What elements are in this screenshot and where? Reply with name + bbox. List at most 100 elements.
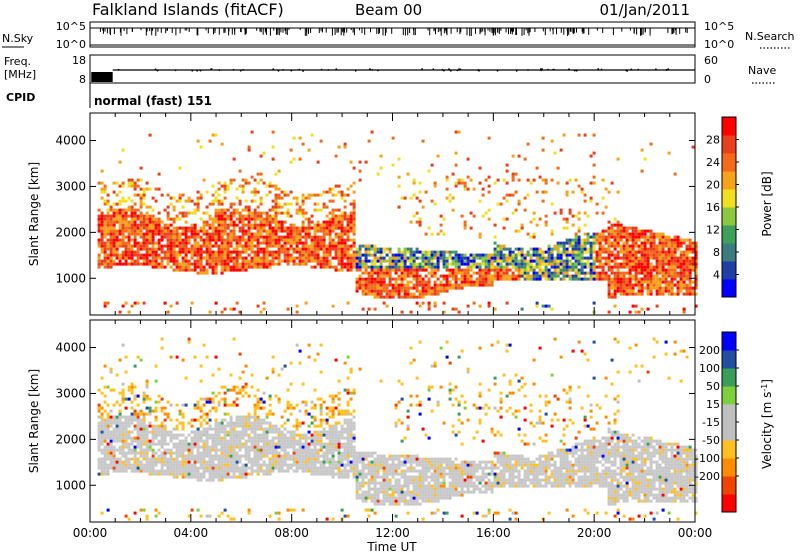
range-cell [235,418,239,422]
range-cell [100,235,104,239]
range-cell [694,280,698,284]
range-cell [547,253,551,257]
range-cell [676,247,680,251]
range-cell [346,244,350,248]
range-cell [220,442,224,446]
range-cell [586,277,590,281]
range-cell [244,214,248,218]
range-cell [478,268,482,272]
range-cell [319,259,323,263]
range-cell [409,262,413,266]
range-cell [622,247,626,251]
range-cell [112,241,116,245]
range-cell [133,394,137,398]
range-cell [250,265,254,269]
range-cell [142,196,146,200]
range-cell [157,217,161,221]
range-cell [532,211,536,215]
range-cell [157,457,161,461]
range-cell [625,271,629,275]
range-cell [214,448,218,452]
range-cell [169,460,173,464]
range-cell [181,472,185,476]
range-cell [220,472,224,476]
range-cell [127,397,131,401]
range-cell [631,268,635,272]
range-cell [166,247,170,251]
range-cell [337,190,341,194]
range-cell [400,280,404,284]
range-cell [364,262,368,266]
range-cell [445,265,449,269]
range-cell [559,271,563,275]
range-cell [115,253,119,257]
range-cell [172,451,176,455]
range-cell [577,247,581,251]
range-cell [223,265,227,269]
range-cell [151,223,155,227]
range-cell [223,253,227,257]
range-cell [388,277,392,281]
range-cell [445,262,449,266]
range-cell [238,217,242,221]
range-cell [604,247,608,251]
range-cell [247,238,251,242]
range-cell [505,274,509,278]
range-cell [193,238,197,242]
range-cell [163,454,167,458]
range-cell [259,214,263,218]
range-cell [241,178,245,182]
range-cell [664,259,668,263]
range-cell [601,178,605,182]
range-cell [655,274,659,278]
range-cell [352,211,356,215]
range-cell [454,271,458,275]
range-cell [223,442,227,446]
range-cell [196,448,200,452]
range-cell [187,226,191,230]
range-cell [211,250,215,254]
range-cell [148,226,152,230]
range-cell [547,268,551,272]
range-cell [403,292,407,296]
range-cell [649,256,653,260]
range-cell [664,268,668,272]
range-cell [232,250,236,254]
range-cell [106,247,110,251]
range-cell [274,238,278,242]
range-cell [277,205,281,209]
range-cell [328,244,332,248]
cpid-panel: CPID normal (fast) 151 [6,83,212,108]
range-cell [202,451,206,455]
range-cell [280,259,284,263]
range-cell [196,439,200,443]
range-cell [205,400,209,404]
range-cell [283,253,287,257]
range-cell [283,259,287,263]
range-cell [385,268,389,272]
range-cell [193,223,197,227]
range-cell [124,469,128,473]
range-cell [598,244,602,248]
range-cell [493,259,497,263]
range-cell [541,253,545,257]
range-cell [463,256,467,260]
range-cell [220,253,224,257]
range-cell [130,259,134,263]
range-cell [352,190,356,194]
range-cell [331,187,335,191]
range-cell [598,235,602,239]
range-cell [148,241,152,245]
range-cell [421,262,425,266]
range-cell [103,469,107,473]
range-cell [214,208,218,212]
range-cell [271,214,275,218]
range-cell [478,274,482,278]
range-cell [301,211,305,215]
range-cell [487,274,491,278]
range-cell [151,208,155,212]
range-cell [670,256,674,260]
range-cell [184,454,188,458]
range-cell [238,469,242,473]
range-cell [247,424,251,428]
